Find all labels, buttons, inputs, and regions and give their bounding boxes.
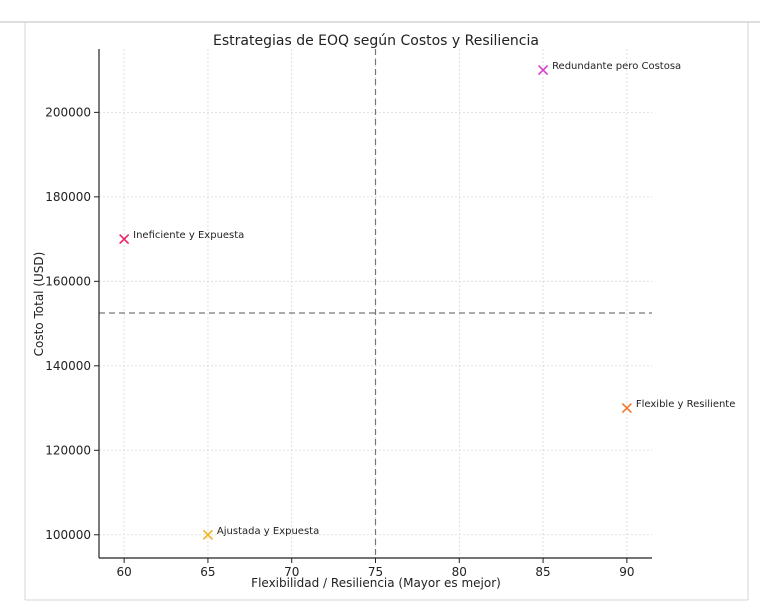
x-tick-label: 85 — [535, 565, 550, 579]
point-label: Ineficiente y Expuesta — [133, 230, 244, 241]
x-axis-label: Flexibilidad / Resiliencia (Mayor es mej… — [251, 576, 501, 590]
y-axis-ticks: 100000 120000 140000 160000 180000 200000 — [45, 105, 99, 541]
y-tick-label: 140000 — [45, 359, 91, 373]
point-label: Ajustada y Expuesta — [217, 526, 319, 537]
data-point: Ajustada y Expuesta — [203, 526, 319, 540]
y-axis-label: Costo Total (USD) — [32, 252, 46, 357]
y-tick-label: 180000 — [45, 190, 91, 204]
x-tick-label: 90 — [619, 565, 634, 579]
chart-frame: 60 65 70 75 80 85 90 100000 120000 140000 160000 1… — [0, 0, 768, 605]
y-tick-label: 120000 — [45, 443, 91, 457]
chart-title: Estrategias de EOQ según Costos y Resili… — [213, 33, 539, 49]
x-tick-label: 65 — [200, 565, 215, 579]
data-point: Ineficiente y Expuesta — [120, 230, 245, 244]
data-point: Flexible y Resiliente — [622, 399, 735, 413]
point-label: Flexible y Resiliente — [636, 399, 736, 410]
point-label: Redundante pero Costosa — [552, 61, 681, 72]
y-tick-label: 160000 — [45, 274, 91, 288]
data-point: Redundante pero Costosa — [539, 61, 682, 75]
scatter-chart: 60 65 70 75 80 85 90 1000001200001400001600001… — [0, 0, 768, 605]
data-points: Ineficiente y Expuesta Ajustada y Expuest… — [120, 61, 736, 539]
y-tick-label: 100000 — [45, 528, 91, 542]
x-tick-label: 60 — [116, 565, 131, 579]
y-tick-label: 200000 — [45, 105, 91, 119]
